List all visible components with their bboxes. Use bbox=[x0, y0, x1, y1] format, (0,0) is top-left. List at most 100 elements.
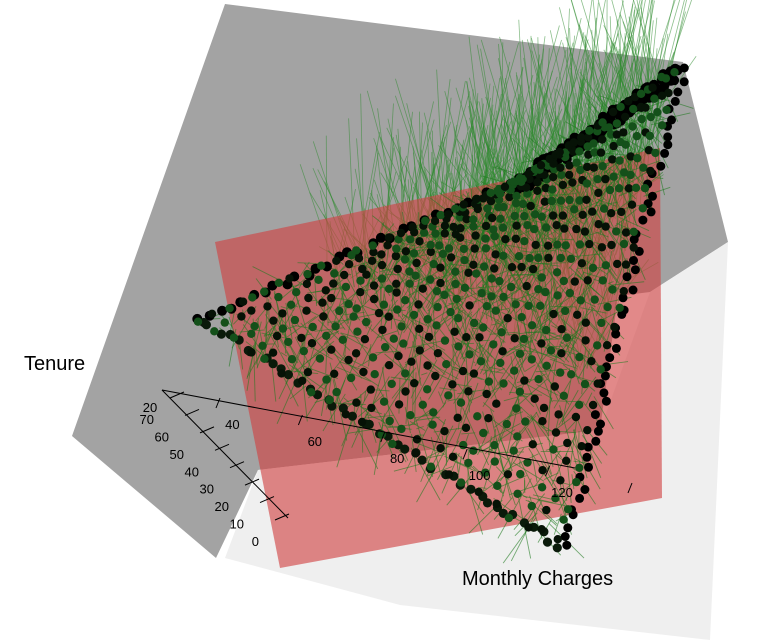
data-point bbox=[388, 439, 397, 449]
data-point bbox=[461, 423, 471, 432]
data-point bbox=[658, 81, 669, 92]
data-point bbox=[394, 235, 403, 244]
data-point bbox=[419, 228, 429, 237]
data-point bbox=[510, 334, 519, 343]
residual-line bbox=[286, 370, 319, 374]
residual-line bbox=[314, 282, 318, 307]
data-point bbox=[640, 184, 650, 193]
residual-line bbox=[264, 320, 270, 329]
data-point bbox=[646, 207, 656, 217]
charges-tick bbox=[215, 397, 221, 409]
data-point bbox=[541, 223, 551, 232]
data-point bbox=[418, 400, 427, 409]
data-point bbox=[344, 260, 354, 269]
data-point bbox=[352, 246, 361, 255]
residual-line bbox=[564, 55, 594, 152]
data-point bbox=[597, 243, 607, 252]
data-point bbox=[528, 264, 538, 274]
data-point bbox=[590, 148, 599, 157]
data-point bbox=[601, 396, 611, 406]
data-point bbox=[409, 249, 419, 258]
charges-tick-label: 80 bbox=[390, 451, 404, 466]
data-point bbox=[528, 440, 537, 449]
data-point bbox=[563, 523, 573, 533]
data-point bbox=[367, 256, 377, 265]
data-points bbox=[192, 63, 689, 553]
residual-line bbox=[516, 378, 548, 407]
data-point bbox=[557, 325, 566, 334]
data-point bbox=[580, 485, 590, 494]
data-point bbox=[469, 215, 478, 224]
data-point bbox=[426, 247, 435, 257]
data-point bbox=[502, 419, 511, 429]
residual-line bbox=[584, 246, 602, 267]
data-point bbox=[340, 270, 349, 280]
data-point bbox=[475, 333, 484, 342]
residual-line bbox=[610, 176, 621, 206]
data-point bbox=[321, 286, 330, 295]
data-point bbox=[515, 387, 525, 396]
tenure-tick-label: 30 bbox=[200, 482, 214, 497]
data-point bbox=[377, 250, 386, 259]
data-point bbox=[201, 320, 211, 330]
data-point bbox=[322, 331, 331, 340]
data-point bbox=[392, 288, 401, 297]
residual-line bbox=[582, 288, 589, 325]
residual-line bbox=[340, 333, 368, 349]
data-point bbox=[630, 265, 640, 275]
data-point bbox=[504, 513, 514, 523]
data-point bbox=[496, 214, 505, 223]
data-point bbox=[315, 354, 325, 363]
data-point bbox=[593, 341, 602, 350]
data-point bbox=[571, 412, 581, 422]
data-point bbox=[410, 379, 419, 388]
data-point bbox=[287, 355, 297, 364]
data-point bbox=[440, 229, 449, 238]
data-point bbox=[616, 102, 625, 112]
data-point bbox=[351, 349, 361, 358]
data-point bbox=[263, 302, 272, 311]
data-point bbox=[423, 385, 432, 394]
data-point bbox=[464, 387, 473, 396]
data-point bbox=[550, 382, 559, 391]
data-point bbox=[359, 367, 368, 377]
data-point bbox=[393, 305, 402, 314]
data-point bbox=[216, 329, 226, 339]
residual-line bbox=[358, 276, 379, 291]
residual-line bbox=[456, 382, 479, 443]
data-point bbox=[572, 224, 581, 234]
data-point bbox=[543, 241, 553, 250]
data-point bbox=[619, 239, 629, 249]
residual-line bbox=[461, 432, 476, 435]
data-point bbox=[618, 293, 628, 303]
data-point bbox=[428, 420, 437, 429]
data-point bbox=[415, 346, 424, 355]
data-point bbox=[490, 232, 499, 241]
data-point bbox=[607, 209, 616, 218]
data-point bbox=[584, 462, 593, 472]
residual-line bbox=[362, 347, 371, 365]
residual-line bbox=[490, 422, 521, 440]
data-point bbox=[523, 221, 532, 230]
data-point bbox=[547, 196, 556, 206]
charges-tick bbox=[545, 465, 551, 477]
data-point bbox=[329, 279, 338, 288]
data-point bbox=[247, 348, 256, 357]
data-point bbox=[514, 252, 524, 261]
data-point bbox=[521, 183, 531, 192]
data-point bbox=[400, 255, 410, 264]
data-point bbox=[560, 532, 570, 541]
residual-line bbox=[426, 466, 453, 477]
data-point bbox=[552, 543, 562, 553]
data-point bbox=[430, 216, 440, 226]
data-point bbox=[556, 368, 565, 377]
data-point bbox=[505, 192, 514, 202]
data-point bbox=[369, 281, 379, 290]
residual-line bbox=[483, 402, 495, 413]
data-point bbox=[561, 241, 570, 250]
residual-line bbox=[340, 332, 361, 339]
data-point bbox=[438, 249, 448, 259]
data-point bbox=[594, 188, 603, 198]
data-point bbox=[482, 302, 492, 311]
data-point bbox=[569, 138, 578, 147]
